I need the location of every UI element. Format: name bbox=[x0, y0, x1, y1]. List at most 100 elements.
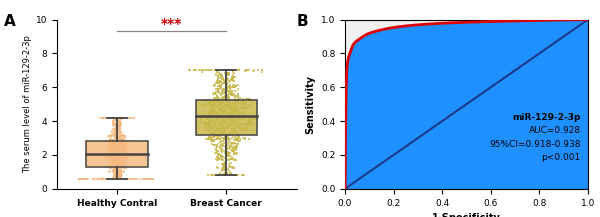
Point bbox=[115, 124, 124, 127]
Point bbox=[122, 148, 131, 152]
Point bbox=[115, 156, 124, 159]
Point bbox=[212, 114, 221, 117]
Point bbox=[225, 84, 235, 87]
Point bbox=[120, 159, 130, 163]
Point bbox=[217, 118, 226, 121]
Point bbox=[213, 173, 223, 176]
Point bbox=[231, 146, 241, 150]
Point bbox=[221, 161, 231, 164]
Point bbox=[217, 128, 227, 132]
Point bbox=[229, 150, 239, 153]
Point bbox=[119, 143, 129, 147]
Point bbox=[214, 157, 224, 161]
Point bbox=[116, 159, 125, 162]
Point bbox=[209, 131, 218, 135]
Point bbox=[243, 118, 253, 122]
Point bbox=[233, 136, 242, 139]
Point bbox=[110, 141, 119, 144]
Point bbox=[229, 107, 239, 110]
Point bbox=[115, 173, 125, 177]
Point bbox=[116, 150, 125, 154]
Point bbox=[227, 155, 237, 159]
Point bbox=[218, 121, 228, 125]
Point bbox=[110, 167, 119, 170]
Point bbox=[215, 73, 225, 76]
Point bbox=[110, 167, 119, 171]
Point bbox=[108, 144, 118, 148]
Point bbox=[206, 110, 215, 114]
Point bbox=[109, 140, 118, 143]
Point bbox=[114, 153, 124, 156]
Point bbox=[210, 111, 220, 114]
Point bbox=[118, 133, 128, 137]
Point bbox=[109, 146, 119, 149]
Point bbox=[206, 137, 216, 140]
Point bbox=[233, 123, 243, 127]
Point bbox=[109, 143, 118, 147]
Point bbox=[223, 133, 232, 137]
Point bbox=[213, 88, 223, 92]
Point bbox=[118, 157, 128, 161]
Point bbox=[217, 151, 227, 154]
Point bbox=[107, 142, 116, 145]
Point bbox=[238, 174, 247, 177]
Point bbox=[238, 126, 247, 129]
Point bbox=[220, 135, 230, 139]
Point bbox=[215, 123, 225, 126]
Point bbox=[230, 120, 239, 124]
Point bbox=[106, 163, 116, 167]
Point bbox=[218, 163, 228, 166]
Point bbox=[111, 130, 121, 133]
Point bbox=[116, 166, 126, 169]
Point bbox=[221, 114, 231, 117]
Point bbox=[231, 110, 241, 113]
Point bbox=[213, 102, 223, 105]
Point bbox=[212, 144, 222, 148]
Point bbox=[236, 101, 245, 104]
Point bbox=[115, 127, 125, 130]
Point bbox=[106, 178, 115, 181]
Point bbox=[211, 132, 221, 136]
Point bbox=[104, 148, 114, 152]
Point bbox=[226, 133, 236, 136]
Point bbox=[111, 162, 121, 166]
Point bbox=[223, 123, 233, 126]
Point bbox=[239, 117, 249, 121]
Point bbox=[109, 162, 118, 165]
Point bbox=[206, 104, 216, 108]
Point bbox=[119, 158, 129, 161]
Point bbox=[245, 97, 254, 101]
Point bbox=[124, 178, 134, 181]
Point bbox=[235, 118, 245, 121]
Point bbox=[120, 153, 130, 156]
Point bbox=[109, 171, 119, 174]
Y-axis label: The serum level of miR-129-2-3p: The serum level of miR-129-2-3p bbox=[23, 35, 32, 173]
Point bbox=[213, 117, 223, 120]
Point bbox=[228, 127, 238, 130]
Point bbox=[226, 144, 236, 147]
Point bbox=[224, 139, 233, 142]
Point bbox=[227, 125, 237, 128]
Point bbox=[224, 104, 234, 107]
Point bbox=[106, 133, 116, 137]
Point bbox=[104, 145, 114, 149]
Point bbox=[106, 138, 115, 141]
Point bbox=[223, 136, 233, 139]
Point bbox=[118, 150, 128, 153]
Point bbox=[235, 123, 245, 127]
Point bbox=[106, 143, 115, 147]
Point bbox=[121, 147, 131, 151]
Point bbox=[226, 122, 235, 125]
Point bbox=[127, 178, 136, 181]
Point bbox=[215, 108, 225, 112]
Point bbox=[230, 89, 239, 93]
Point bbox=[214, 75, 223, 79]
Point bbox=[94, 178, 104, 181]
Point bbox=[215, 129, 225, 133]
Point bbox=[107, 130, 117, 133]
Point bbox=[227, 91, 236, 94]
Point bbox=[240, 123, 250, 127]
Point bbox=[106, 150, 115, 153]
Point bbox=[214, 143, 223, 146]
Point bbox=[115, 116, 125, 119]
